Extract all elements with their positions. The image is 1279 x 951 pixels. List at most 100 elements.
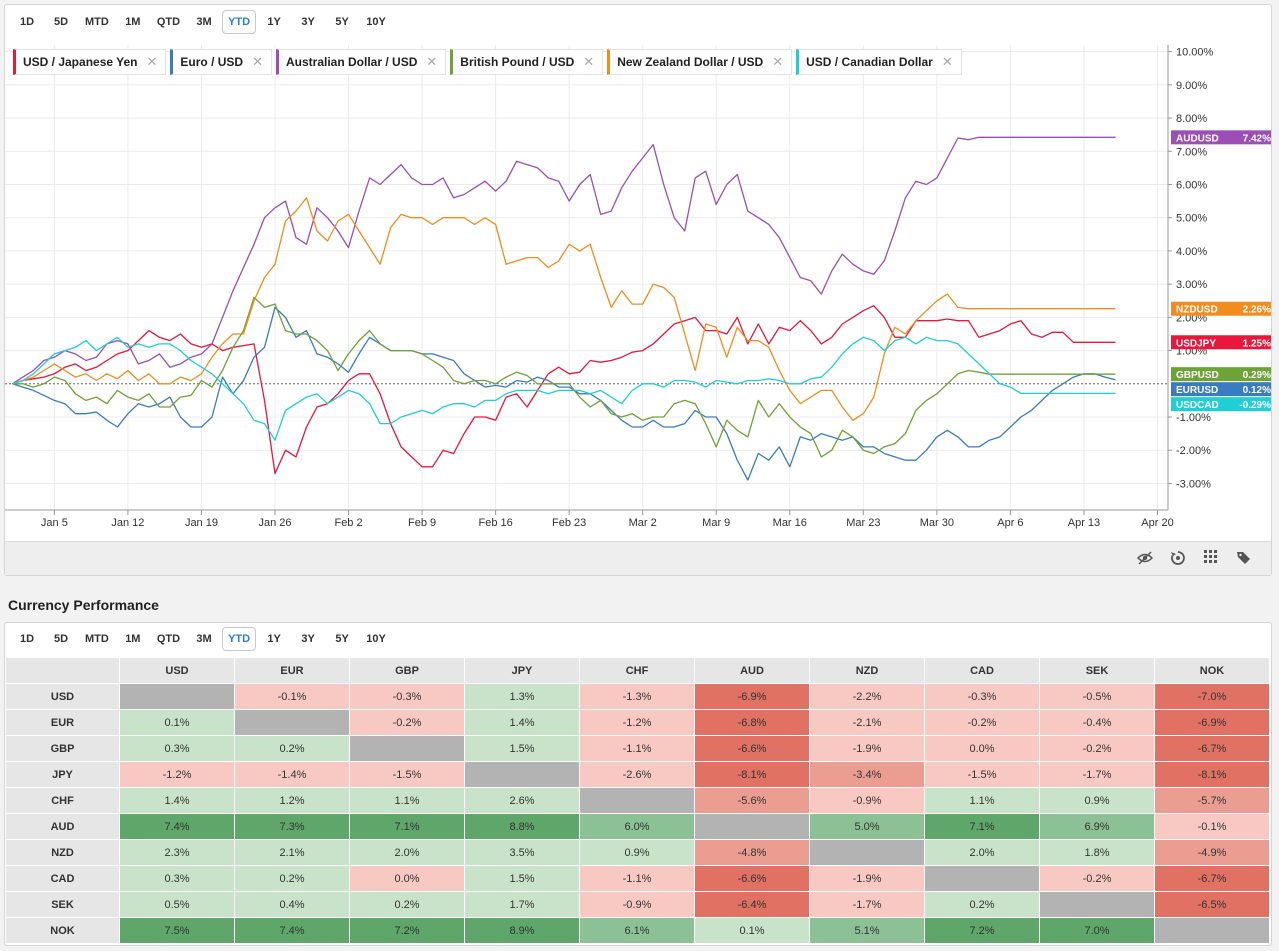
legend-item[interactable]: Euro / USD ✕ [170, 49, 272, 75]
row-header: JPY [5, 761, 120, 788]
performance-cell: -1.9% [809, 865, 925, 892]
legend-label: British Pound / USD [460, 55, 575, 69]
legend-item[interactable]: Australian Dollar / USD ✕ [276, 49, 447, 75]
badge-name: GBPUSD [1176, 370, 1219, 381]
performance-table: USD EUR GBP JPY CHF AUD NZD CAD SEK NOK USD -0.1% -0… [5, 657, 1270, 944]
performance-cell: 6.0% [579, 813, 695, 840]
performance-cell [234, 709, 350, 736]
performance-cell: -0.1% [234, 683, 350, 710]
performance-cell: -7.0% [1154, 683, 1270, 710]
row-header: AUD [5, 813, 120, 840]
badge-value: 7.42% [1243, 133, 1271, 144]
performance-cell: -1.7% [809, 891, 925, 918]
range-button-1d[interactable]: 1D [19, 633, 35, 645]
range-button-10y[interactable]: 10Y [366, 16, 386, 28]
performance-cell: 1.1% [349, 787, 465, 814]
remove-series-icon[interactable]: ✕ [426, 54, 438, 69]
performance-cell: -1.9% [809, 735, 925, 762]
performance-cell: 3.5% [464, 839, 580, 866]
performance-cell: 0.0% [924, 735, 1040, 762]
range-button-ytd[interactable]: YTD [222, 10, 257, 34]
performance-cell: 2.1% [234, 839, 350, 866]
range-button-5d[interactable]: 5D [53, 633, 69, 645]
range-button-1y[interactable]: 1Y [267, 16, 281, 28]
remove-series-icon[interactable]: ✕ [252, 54, 263, 69]
series-line [12, 306, 1116, 481]
series-line [12, 305, 1116, 475]
badge-background [1171, 367, 1271, 382]
legend-item[interactable]: New Zealand Dollar / USD ✕ [607, 49, 793, 75]
grid-icon[interactable] [1202, 550, 1220, 568]
series-line [12, 336, 1116, 441]
reset-icon[interactable] [1169, 550, 1187, 568]
x-tick-label: Jan 12 [111, 517, 144, 529]
performance-cell: 1.1% [924, 787, 1040, 814]
legend-item[interactable]: British Pound / USD ✕ [450, 49, 604, 75]
performance-cell: 5.1% [809, 917, 925, 944]
legend-item[interactable]: USD / Canadian Dollar ✕ [796, 49, 962, 75]
legend-label: USD / Canadian Dollar [806, 55, 933, 69]
range-button-3y[interactable]: 3Y [301, 633, 315, 645]
range-button-mtd[interactable]: MTD [85, 633, 109, 645]
range-button-1m[interactable]: 1M [125, 633, 141, 645]
currency-performance-title: Currency Performance [8, 597, 159, 613]
range-button-qtd[interactable]: QTD [156, 16, 181, 28]
badge-background [1171, 335, 1271, 350]
table-row: JPY -1.2% -1.4% -1.5% -2.6% -8.1% -3.4% -1.5% -1… [5, 761, 1270, 788]
series-badge: USDCAD -0.29% [1171, 397, 1271, 412]
performance-cell: -1.1% [579, 865, 695, 892]
range-button-5y[interactable]: 5Y [335, 633, 349, 645]
range-button-mtd[interactable]: MTD [85, 16, 109, 28]
range-button-5d[interactable]: 5D [53, 16, 69, 28]
performance-cell: 1.7% [464, 891, 580, 918]
table-row: EUR 0.1% -0.2% 1.4% -1.2% -6.8% -2.1% -0.2% -0.4… [5, 709, 1270, 736]
performance-cell: 7.2% [924, 917, 1040, 944]
series-badge: NZDUSD 2.26% [1171, 301, 1271, 316]
range-button-1m[interactable]: 1M [125, 16, 141, 28]
range-button-1d[interactable]: 1D [19, 16, 35, 28]
performance-cell: 8.8% [464, 813, 580, 840]
performance-cell: -0.2% [1039, 865, 1155, 892]
row-header: CHF [5, 787, 120, 814]
x-tick-label: Mar 30 [920, 517, 954, 529]
performance-cell: 7.1% [924, 813, 1040, 840]
hide-icon[interactable] [1136, 550, 1154, 568]
range-button-3m[interactable]: 3M [196, 16, 212, 28]
performance-cell [349, 735, 465, 762]
range-button-ytd[interactable]: YTD [222, 627, 257, 651]
x-tick-label: Jan 19 [185, 517, 218, 529]
legend-item[interactable]: USD / Japanese Yen ✕ [13, 49, 167, 75]
range-button-10y[interactable]: 10Y [366, 633, 386, 645]
y-tick-label: 6.00% [1176, 180, 1207, 192]
remove-series-icon[interactable]: ✕ [146, 54, 158, 69]
badge-name: AUDUSD [1176, 133, 1219, 144]
badge-name: USDJPY [1176, 338, 1216, 349]
performance-cell [119, 683, 235, 710]
performance-cell: -0.5% [1039, 683, 1155, 710]
range-button-1y[interactable]: 1Y [267, 633, 281, 645]
remove-series-icon[interactable]: ✕ [941, 54, 953, 69]
performance-cell: -0.1% [1154, 813, 1270, 840]
range-button-3m[interactable]: 3M [196, 633, 212, 645]
performance-cell [1154, 917, 1270, 944]
x-tick-label: Apr 6 [997, 517, 1023, 529]
series-line [12, 197, 1116, 421]
performance-cell: -6.9% [1154, 709, 1270, 736]
range-button-3y[interactable]: 3Y [301, 16, 315, 28]
column-header: NZD [809, 657, 925, 684]
performance-cell: -6.7% [1154, 735, 1270, 762]
tags-icon[interactable] [1235, 550, 1253, 568]
column-header: USD [119, 657, 235, 684]
x-tick-label: Apr 13 [1068, 517, 1100, 529]
performance-cell: -0.9% [809, 787, 925, 814]
performance-cell: 0.0% [349, 865, 465, 892]
performance-cell [694, 813, 810, 840]
row-header: EUR [5, 709, 120, 736]
performance-cell: -0.4% [1039, 709, 1155, 736]
range-button-qtd[interactable]: QTD [156, 633, 181, 645]
remove-series-icon[interactable]: ✕ [772, 54, 784, 69]
range-button-5y[interactable]: 5Y [335, 16, 349, 28]
badge-value: 0.29% [1243, 370, 1271, 381]
row-header: CAD [5, 865, 120, 892]
remove-series-icon[interactable]: ✕ [583, 54, 595, 69]
